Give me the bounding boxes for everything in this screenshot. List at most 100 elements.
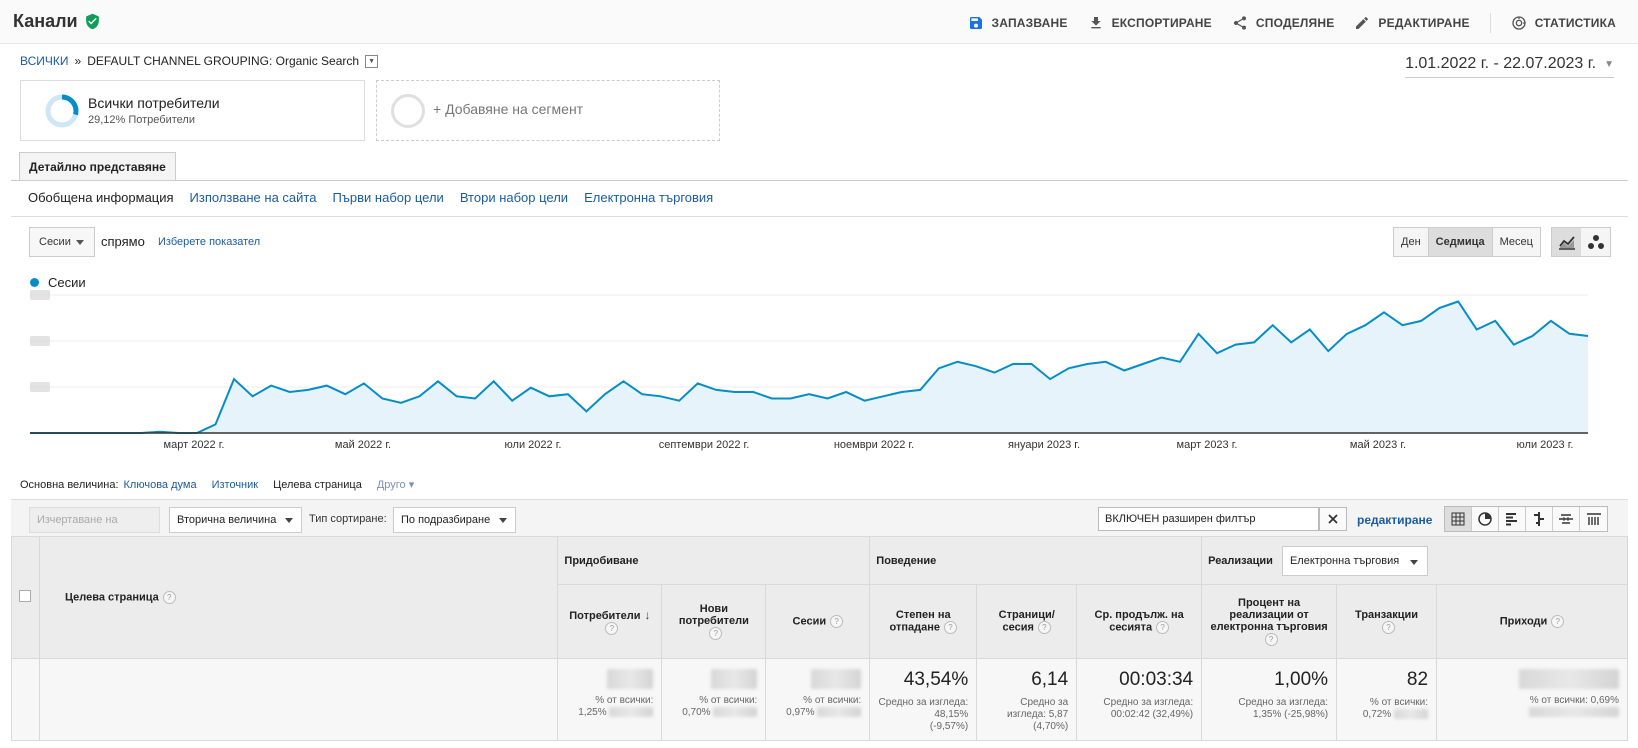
breadcrumb-dropdown-icon[interactable]: ▼: [365, 54, 379, 68]
help-icon[interactable]: ?: [830, 615, 844, 628]
secondary-dimension-dropdown[interactable]: Вторична величина: [169, 507, 302, 533]
col-pages-label: Страници/ сесия: [998, 609, 1055, 634]
dimension-other-dropdown[interactable]: Друго ▾: [376, 479, 415, 491]
export-label: ЕКСПОРТИРАНЕ: [1111, 16, 1212, 30]
col-new-users[interactable]: Нови потребители?: [661, 584, 767, 659]
breadcrumb-root-link[interactable]: ВСИЧКИ: [20, 54, 69, 68]
segment-all-users[interactable]: Всички потребители 29,12% Потребители: [20, 80, 365, 141]
subnav-site-usage[interactable]: Използване на сайта: [189, 190, 317, 205]
date-range-picker[interactable]: 1.01.2022 г. - 22.07.2023 г. ▼: [1405, 55, 1614, 78]
subnav-goal-set-1[interactable]: Първи набор цели: [332, 190, 444, 205]
dimension-source-link[interactable]: Източник: [211, 478, 259, 491]
tab-divider: [11, 180, 1628, 181]
y-axis-label-redacted: [30, 336, 50, 346]
total-bounce-rate: 43,54% Средно за изгледа: 48,15% (-9,57%…: [869, 658, 978, 741]
segment-name: Всички потребители: [88, 95, 220, 111]
motion-chart-button[interactable]: [1581, 228, 1610, 256]
subnav-goal-set-2[interactable]: Втори набор цели: [459, 190, 569, 205]
help-icon[interactable]: ?: [605, 622, 619, 635]
metric-dropdown[interactable]: Сесии: [29, 227, 95, 257]
insights-button[interactable]: СТАТИСТИКА: [1511, 15, 1616, 31]
help-icon[interactable]: ?: [1382, 621, 1396, 634]
total-sessions-pct: 0,97%: [770, 707, 862, 719]
view-pivot-button[interactable]: [1580, 507, 1607, 531]
select-all-checkbox[interactable]: [19, 590, 32, 602]
plot-rows-button[interactable]: Изчертаване на редовете: [29, 507, 160, 550]
period-month-button[interactable]: Месец: [1499, 236, 1533, 248]
total-ecom-rate-avg-label: Средно за изгледа:: [1238, 697, 1329, 708]
column-header-row: Потребители ↓? Нови потребители? Сесии? С…: [12, 584, 1628, 659]
total-duration-value: 00:03:34: [1119, 669, 1194, 690]
total-ecommerce-rate: 1,00% Средно за изгледа: 1,35% (-25,98%): [1201, 658, 1338, 741]
view-term-cloud-button[interactable]: [1553, 507, 1580, 531]
total-users-pct-label: % от всички:: [595, 695, 654, 706]
x-tick-label: юли 2023 г.: [1517, 439, 1574, 451]
help-icon[interactable]: ?: [1156, 621, 1170, 634]
total-duration-avg: 00:02:42 (32,49%): [1110, 709, 1194, 720]
export-button[interactable]: ЕКСПОРТИРАНЕ: [1088, 15, 1212, 31]
advanced-filter-field[interactable]: ВКЛЮЧЕН разширен филтър: [1098, 507, 1319, 531]
total-bounce-avg: Средно за изгледа: 48,15%: [878, 697, 969, 720]
conversion-type-dropdown[interactable]: Електронна търговия: [1281, 545, 1429, 576]
grid-icon: [1451, 512, 1465, 526]
help-icon[interactable]: ?: [1551, 615, 1565, 628]
page-title: Канали: [13, 11, 101, 32]
edit-button[interactable]: РЕДАКТИРАНЕ: [1354, 15, 1470, 31]
col-pages-per-session[interactable]: Страници/ сесия?: [976, 584, 1078, 659]
series-line-sessions[interactable]: [30, 300, 1589, 434]
sort-type-dropdown[interactable]: По подразбиране: [393, 507, 516, 533]
total-transactions: 82 % от всички: 0,72%: [1336, 658, 1438, 741]
help-icon[interactable]: ?: [943, 621, 957, 634]
period-week-button[interactable]: Седмица: [1428, 228, 1493, 256]
save-icon: [969, 17, 982, 29]
page-title-text: Канали: [13, 11, 78, 31]
add-segment-button[interactable]: + Добавяне на сегмент: [376, 80, 720, 141]
help-icon[interactable]: ?: [1037, 621, 1051, 634]
period-day-button[interactable]: Ден: [1394, 228, 1429, 256]
subnav-ecommerce[interactable]: Електронна търговия: [584, 190, 714, 205]
report-actions: ЗАПАЗВАНЕ ЕКСПОРТИРАНЕ СПОДЕЛЯНЕ РЕДАКТИ…: [968, 13, 1616, 33]
x-tick-label: юли 2022 г.: [505, 439, 562, 451]
segment-share: 29,12% Потребители: [88, 114, 195, 126]
col-ecommerce-rate[interactable]: Процент на реализации от електронна търг…: [1201, 584, 1338, 659]
view-performance-button[interactable]: [1499, 507, 1526, 531]
x-tick-label: септември 2022 г.: [659, 439, 750, 451]
view-percentage-button[interactable]: [1472, 507, 1499, 531]
tab-explorer[interactable]: Детайлно представяне: [19, 152, 176, 181]
view-comparison-button[interactable]: [1526, 507, 1553, 531]
dimension-keyword-link[interactable]: Ключова дума: [123, 478, 197, 491]
verified-shield-icon: [85, 13, 99, 30]
save-label: ЗАПАЗВАНЕ: [991, 16, 1068, 30]
help-icon[interactable]: ?: [162, 591, 176, 604]
col-bounce-rate[interactable]: Степен на отпадане?: [869, 584, 978, 659]
edit-filter-link[interactable]: редактиране: [1357, 513, 1433, 527]
view-data-button[interactable]: [1445, 507, 1472, 531]
dimension-header-label: Целева страница: [64, 591, 159, 604]
col-revenue[interactable]: Приходи?: [1436, 584, 1628, 659]
group-acquisition: Придобиване: [557, 536, 871, 585]
redacted-value: [711, 669, 758, 689]
col-transactions[interactable]: Транзакции?: [1336, 584, 1438, 659]
col-users[interactable]: Потребители ↓?: [557, 584, 663, 659]
series-color-dot: [30, 278, 39, 287]
line-chart-button[interactable]: [1552, 228, 1581, 256]
col-users-label: Потребители: [569, 610, 641, 622]
line-chart-icon: [1558, 236, 1575, 250]
help-icon[interactable]: ?: [709, 627, 723, 640]
sort-type-label: Тип сортиране:: [309, 513, 387, 525]
sessions-chart[interactable]: март 2022 г. май 2022 г. юли 2022 г. септем…: [0, 290, 1638, 456]
share-button[interactable]: СПОДЕЛЯНЕ: [1232, 15, 1335, 31]
select-metric-link[interactable]: Изберете показател: [158, 236, 261, 248]
clear-filter-button[interactable]: [1319, 507, 1347, 531]
bar-chart-icon: [1506, 513, 1517, 526]
col-avg-duration[interactable]: Ср. продълж. на сесията?: [1076, 584, 1203, 659]
add-segment-label: + Добавяне на сегмент: [433, 101, 584, 117]
help-icon[interactable]: ?: [1264, 633, 1278, 646]
dimension-header[interactable]: Целева страница?: [38, 536, 559, 659]
subnav-summary[interactable]: Обобщена информация: [28, 190, 174, 205]
col-sessions[interactable]: Сесии?: [765, 584, 871, 659]
x-tick-label: май 2022 г.: [335, 439, 391, 451]
save-button[interactable]: ЗАПАЗВАНЕ: [968, 15, 1068, 31]
table-toolbar: Изчертаване на редовете Вторична величин…: [11, 499, 1628, 550]
share-label: СПОДЕЛЯНЕ: [1255, 16, 1335, 30]
